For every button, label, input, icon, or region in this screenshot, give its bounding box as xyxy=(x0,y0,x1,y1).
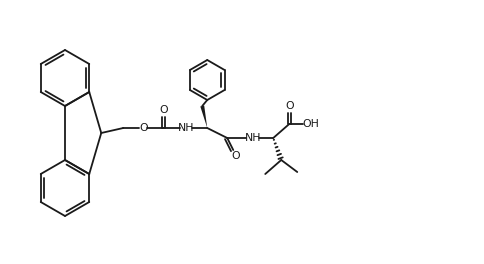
Polygon shape xyxy=(200,106,207,128)
Text: NH: NH xyxy=(245,133,261,143)
Text: O: O xyxy=(139,123,148,133)
Text: OH: OH xyxy=(303,119,320,129)
Text: NH: NH xyxy=(178,123,195,133)
Text: O: O xyxy=(159,105,167,115)
Text: O: O xyxy=(231,151,240,161)
Text: O: O xyxy=(285,101,294,111)
